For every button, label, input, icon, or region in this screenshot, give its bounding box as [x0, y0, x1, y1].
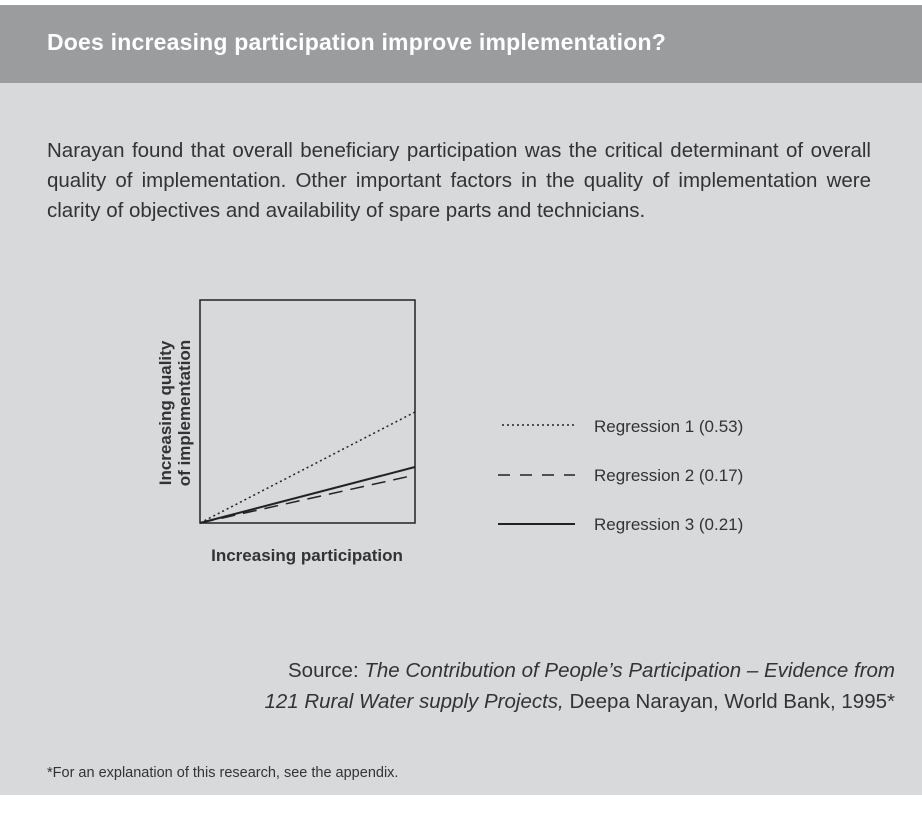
- body-paragraph: Narayan found that overall beneficiary p…: [47, 139, 871, 222]
- legend-label: Regression 3 (0.21): [594, 515, 743, 534]
- regression-2-line: [199, 474, 416, 524]
- legend-label: Regression 2 (0.17): [594, 466, 743, 485]
- source-title: The Contribution of People’s Participati…: [364, 659, 895, 682]
- plot-frame: [199, 299, 416, 524]
- regression-1-line: [199, 411, 416, 524]
- source-label: Source:: [288, 659, 359, 682]
- y-axis-label: Increasing quality of implementation: [156, 340, 194, 486]
- info-box: Does increasing participation improve im…: [0, 5, 922, 795]
- regression-3-line: [199, 466, 416, 524]
- source-citation: Source: The Contribution of People’s Par…: [264, 655, 895, 717]
- header-bar: Does increasing participation improve im…: [0, 5, 922, 83]
- source-line: Source: The Contribution of People’s Par…: [264, 655, 895, 686]
- legend-label: Regression 1 (0.53): [594, 417, 743, 436]
- source-title: 121 Rural Water supply Projects,: [264, 690, 564, 713]
- x-axis-label: Increasing participation: [211, 546, 403, 565]
- source-details: Deepa Narayan, World Bank, 1995*: [569, 690, 895, 713]
- y-axis-label-line: of implementation: [175, 340, 194, 486]
- y-axis-label-line: Increasing quality: [156, 340, 175, 485]
- header-title: Does increasing participation improve im…: [47, 29, 666, 55]
- footnote: *For an explanation of this research, se…: [47, 765, 399, 781]
- source-line: 121 Rural Water supply Projects, Deepa N…: [264, 686, 895, 717]
- figure: Increasing quality of implementation Inc…: [156, 299, 743, 565]
